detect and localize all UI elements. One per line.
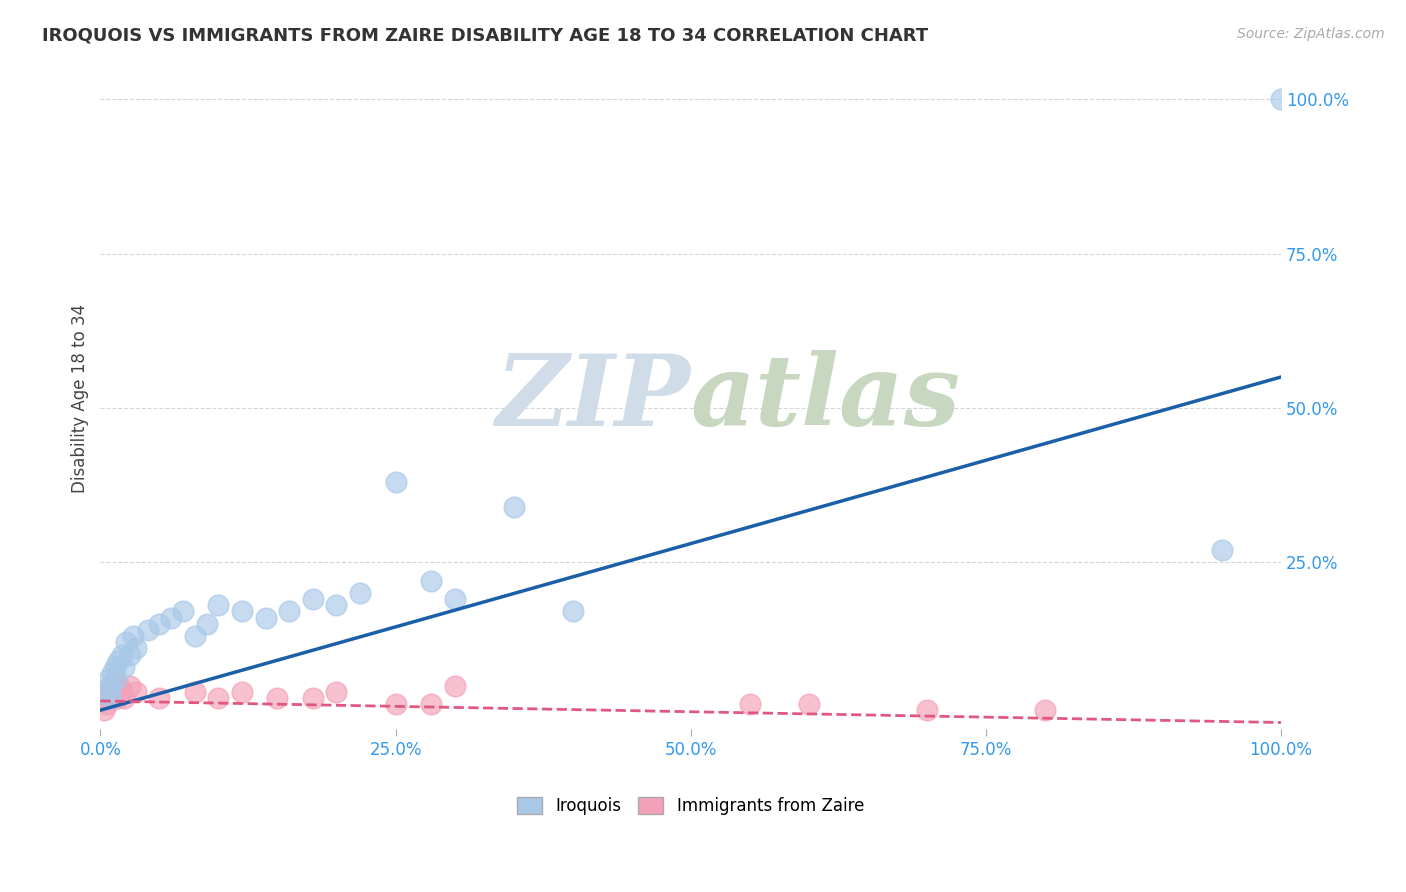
Legend: Iroquois, Immigrants from Zaire: Iroquois, Immigrants from Zaire <box>510 789 870 822</box>
Point <box>419 574 441 588</box>
Point <box>96 690 118 705</box>
Point <box>98 679 121 693</box>
Point <box>349 586 371 600</box>
Point <box>207 690 229 705</box>
Point <box>148 690 170 705</box>
Point <box>98 679 121 693</box>
Point <box>103 673 125 687</box>
Point <box>118 648 141 662</box>
Point <box>96 684 118 698</box>
Point <box>195 616 218 631</box>
Point <box>93 703 115 717</box>
Point <box>160 610 183 624</box>
Point <box>108 679 131 693</box>
Point <box>278 605 301 619</box>
Point <box>184 629 207 643</box>
Point <box>112 690 135 705</box>
Point <box>797 697 820 711</box>
Point <box>100 690 122 705</box>
Point <box>254 610 277 624</box>
Point <box>103 660 125 674</box>
Text: ZIP: ZIP <box>496 351 690 447</box>
Point <box>148 616 170 631</box>
Point <box>136 623 159 637</box>
Point <box>105 690 128 705</box>
Text: IROQUOIS VS IMMIGRANTS FROM ZAIRE DISABILITY AGE 18 TO 34 CORRELATION CHART: IROQUOIS VS IMMIGRANTS FROM ZAIRE DISABI… <box>42 27 928 45</box>
Point <box>915 703 938 717</box>
Point <box>266 690 288 705</box>
Point <box>115 635 138 649</box>
Point <box>207 599 229 613</box>
Point <box>100 690 122 705</box>
Point <box>112 660 135 674</box>
Point <box>110 648 132 662</box>
Point <box>302 592 325 607</box>
Y-axis label: Disability Age 18 to 34: Disability Age 18 to 34 <box>72 304 89 493</box>
Point <box>1033 703 1056 717</box>
Text: Source: ZipAtlas.com: Source: ZipAtlas.com <box>1237 27 1385 41</box>
Point <box>325 599 347 613</box>
Point <box>443 592 465 607</box>
Point <box>384 475 406 489</box>
Point <box>1270 92 1292 106</box>
Point <box>231 605 253 619</box>
Point <box>122 629 145 643</box>
Point <box>1211 542 1233 557</box>
Point <box>561 605 583 619</box>
Point <box>384 697 406 711</box>
Point <box>97 673 120 687</box>
Point <box>118 679 141 693</box>
Point <box>104 673 127 687</box>
Point <box>231 684 253 698</box>
Point <box>443 679 465 693</box>
Point <box>125 641 148 656</box>
Point <box>325 684 347 698</box>
Point <box>184 684 207 698</box>
Point <box>101 666 124 681</box>
Point <box>110 684 132 698</box>
Point <box>101 684 124 698</box>
Point <box>107 654 129 668</box>
Point <box>97 684 120 698</box>
Point <box>738 697 761 711</box>
Point <box>419 697 441 711</box>
Point <box>125 684 148 698</box>
Point <box>502 500 524 514</box>
Point <box>172 605 194 619</box>
Text: atlas: atlas <box>690 351 960 447</box>
Point <box>302 690 325 705</box>
Point <box>96 697 118 711</box>
